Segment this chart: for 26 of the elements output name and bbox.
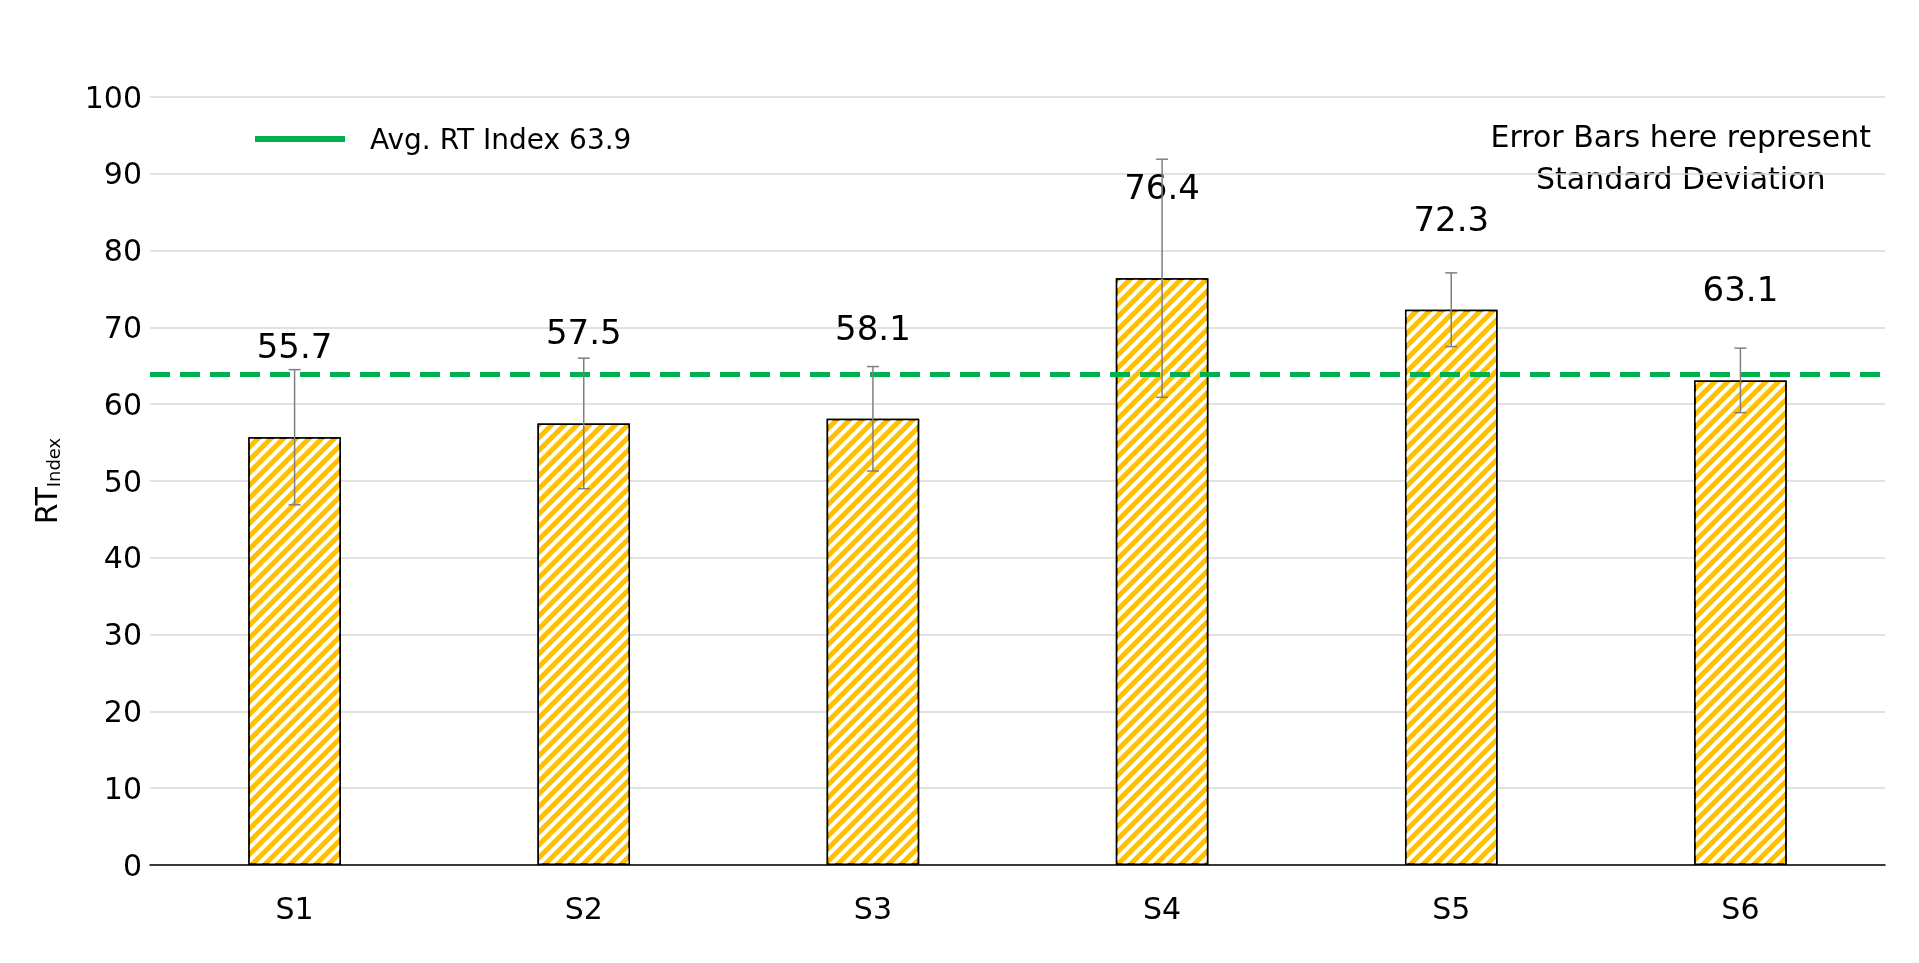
data-label: 58.1 [835,307,911,348]
x-tick-label: S5 [1432,890,1471,926]
y-tick-label: 90 [103,156,142,192]
y-tick-label: 20 [103,693,142,729]
y-tick-label: 70 [103,309,142,345]
legend-label: Avg. RT Index 63.9 [370,122,632,156]
y-axis-title: RTIndex [28,437,64,525]
y-tick-label: 80 [103,233,142,269]
y-tick-label: 40 [103,540,142,576]
data-label: 72.3 [1413,198,1490,239]
x-tick-label: S1 [275,890,314,926]
y-tick-label: 0 [122,847,142,883]
data-label: 76.4 [1124,167,1200,208]
x-tick-label: S2 [564,890,603,926]
x-tick-label: S3 [853,890,892,926]
y-tick-label: 50 [103,463,142,499]
y-tick-label: 30 [103,617,142,653]
x-tick-label: S6 [1721,890,1760,926]
y-tick-label: 60 [103,386,142,422]
y-tick-label: 100 [84,79,142,115]
annotation: Error Bars here represent Standard Deviation [1490,118,1872,196]
data-label: 63.1 [1702,269,1779,310]
data-label: 57.5 [545,312,622,353]
x-tick-label: S4 [1143,890,1182,926]
y-tick-label: 10 [103,770,142,806]
data-label: 55.7 [256,326,333,367]
